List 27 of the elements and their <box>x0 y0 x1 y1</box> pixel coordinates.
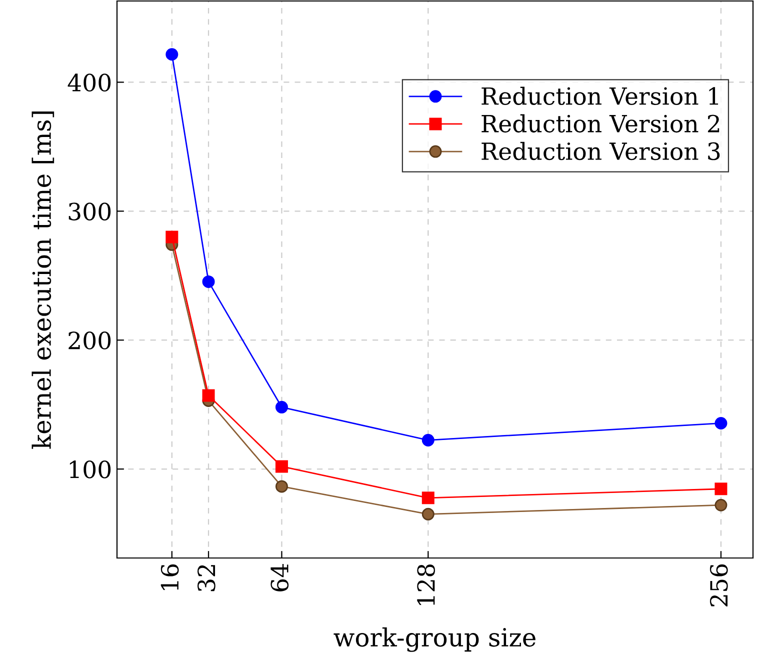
y-axis-title: kernel execution time [ms] <box>32 112 54 449</box>
point <box>714 482 728 496</box>
y-tick-label: 400 <box>68 74 111 92</box>
point <box>275 480 288 493</box>
point <box>166 230 178 244</box>
y-tick-label: 100 <box>70 460 111 478</box>
point <box>275 460 288 473</box>
point <box>275 400 288 414</box>
legend-label: Reduction Version 3 <box>482 142 720 160</box>
point <box>202 275 215 288</box>
x-tick-label: 32 <box>198 565 216 592</box>
x-tick-label: 64 <box>270 564 289 592</box>
point <box>422 508 434 520</box>
y-tick-label: 200 <box>68 332 111 350</box>
point <box>202 389 215 402</box>
x-axis-title: work-group size <box>334 627 536 652</box>
point <box>714 417 728 430</box>
point <box>166 48 178 61</box>
point <box>422 434 434 446</box>
x-tick-label: 128 <box>417 564 435 606</box>
point <box>422 492 434 504</box>
x-tick-label: 256 <box>710 564 728 606</box>
legend-label: Reduction Version 2 <box>482 114 720 133</box>
point <box>714 498 728 512</box>
x-tick-label: 16 <box>160 564 179 590</box>
legend-label: Reduction Version 1 <box>482 86 718 105</box>
y-tick-label: 300 <box>68 202 111 220</box>
